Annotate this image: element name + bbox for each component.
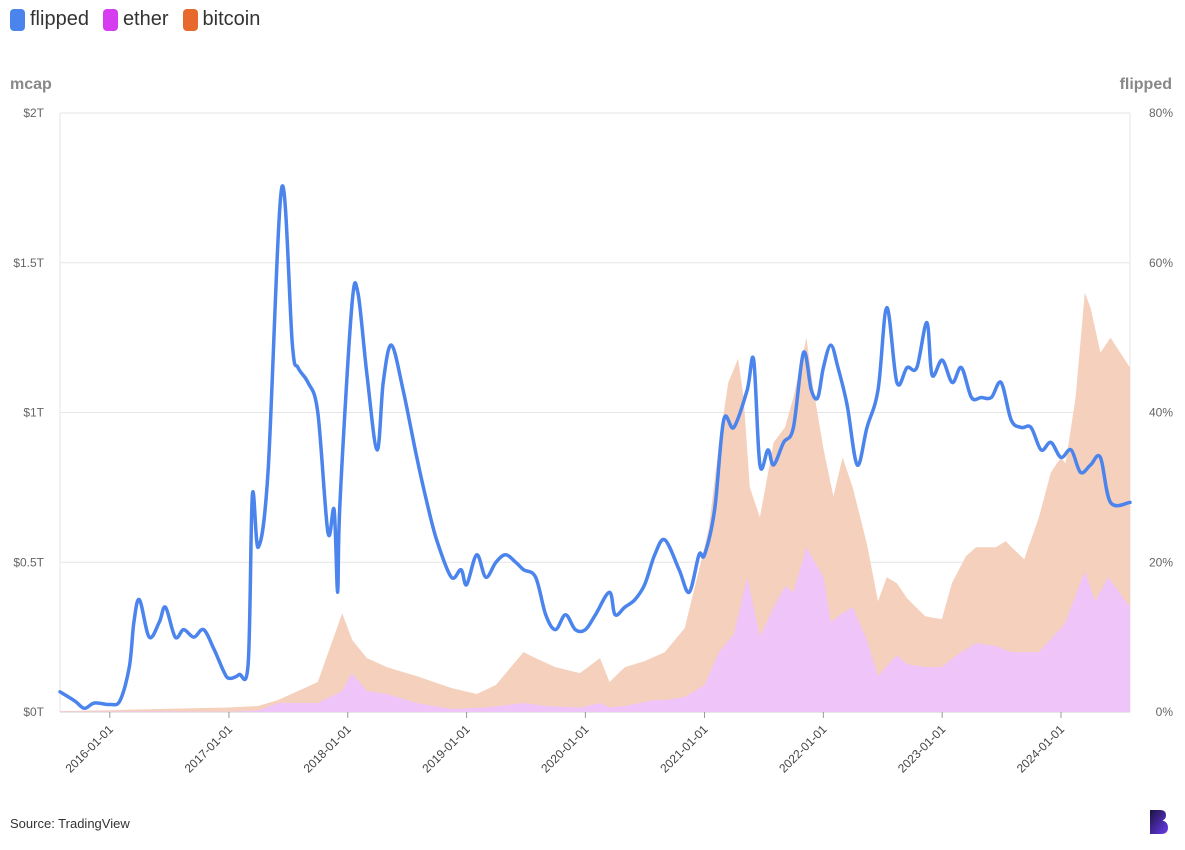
- x-tick-label: 2018-01-01: [301, 722, 355, 776]
- y-left-tick-label: $1T: [23, 406, 44, 420]
- x-tick-label: 2017-01-01: [182, 722, 236, 776]
- line-series-flipped: [58, 184, 1132, 711]
- x-tick-label: 2016-01-01: [63, 722, 117, 776]
- y-right-tick-label: 40%: [1149, 406, 1173, 420]
- y-right-tick-label: 60%: [1149, 256, 1173, 270]
- area-series-ether: [60, 547, 1130, 712]
- y-right-tick-label: 20%: [1149, 555, 1173, 569]
- x-tick-label: 2019-01-01: [419, 722, 473, 776]
- legend-swatch-flipped: [10, 8, 25, 31]
- x-tick-label: 2023-01-01: [895, 722, 949, 776]
- legend-swatch-bitcoin: [182, 8, 198, 31]
- y-left-tick-label: $0.5T: [13, 555, 44, 569]
- legend-item-ether[interactable]: ether: [102, 8, 169, 31]
- y-left-tick-label: $2T: [23, 106, 44, 120]
- legend-item-flipped[interactable]: flipped: [10, 8, 89, 31]
- x-tick-label: 2021-01-01: [657, 722, 711, 776]
- y-right-tick-label: 80%: [1149, 106, 1173, 120]
- legend-label-flipped: flipped: [30, 8, 89, 30]
- y-left-tick-label: $0T: [23, 705, 44, 719]
- x-tick-label: 2024-01-01: [1014, 722, 1068, 776]
- y-right-tick-label: 0%: [1156, 705, 1174, 719]
- legend: flipped ether bitcoin: [10, 8, 260, 31]
- legend-label-ether: ether: [122, 8, 169, 30]
- area-series-bitcoin: [60, 292, 1130, 712]
- source-note: Source: TradingView: [10, 816, 130, 831]
- legend-item-bitcoin[interactable]: bitcoin: [182, 8, 261, 31]
- y-left-axis-title: mcap: [10, 76, 52, 93]
- legend-swatch-ether: [102, 8, 118, 31]
- chart-plot: $0T 0% $0.5T 20% $1T 40% $1.5T 60% $2T 80% 2016-01…: [13, 106, 1174, 776]
- legend-label-bitcoin: bitcoin: [202, 8, 261, 30]
- x-tick-label: 2022-01-01: [776, 722, 830, 776]
- y-left-tick-label: $1.5T: [13, 256, 44, 270]
- y-right-axis-title: flipped: [1119, 76, 1172, 93]
- x-tick-label: 2020-01-01: [538, 722, 592, 776]
- b-logo-icon: [1149, 809, 1169, 840]
